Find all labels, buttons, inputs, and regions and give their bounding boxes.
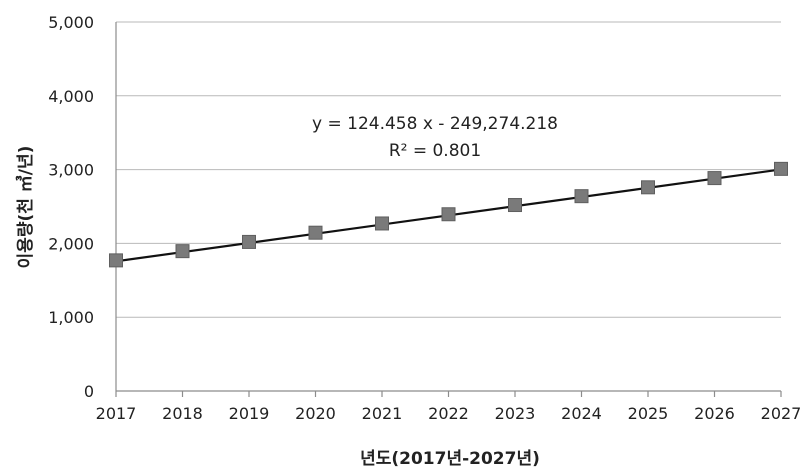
x-tick-labels: 2017 2018 2019 2020 2021 2022 2023 2024 2025 2026…	[96, 404, 802, 423]
x-tick-label: 2024	[561, 404, 602, 423]
data-point	[574, 189, 589, 204]
x-tick-label: 2019	[229, 404, 270, 423]
x-tick-label: 2023	[495, 404, 536, 423]
data-points	[109, 161, 788, 268]
data-point	[175, 244, 190, 259]
data-point	[641, 180, 655, 195]
y-tick-label: 0	[84, 382, 94, 401]
r-squared-label: R² = 0.801	[389, 141, 481, 161]
data-point	[308, 225, 323, 240]
x-tick-label: 2022	[428, 404, 469, 423]
data-point	[441, 207, 456, 222]
data-point	[774, 161, 788, 176]
y-tick-label: 1,000	[48, 308, 94, 327]
y-tick-labels: 0 1,000 2,000 3,000 4,000 5,000	[48, 13, 94, 401]
data-point	[242, 234, 256, 249]
x-tick-label: 2027	[761, 404, 802, 423]
data-point	[109, 253, 123, 268]
x-axis-title: 년도(2017년-2027년)	[360, 449, 540, 469]
x-tick-label: 2020	[295, 404, 336, 423]
y-tick-label: 3,000	[48, 161, 94, 180]
data-point	[375, 216, 389, 231]
x-tick-label: 2017	[96, 404, 137, 423]
y-tick-label: 5,000	[48, 13, 94, 32]
x-tick-label: 2026	[694, 404, 735, 423]
gridlines	[116, 21, 781, 318]
y-axis-title: 이용량(천 ㎥/년)	[15, 146, 36, 269]
y-tick-label: 2,000	[48, 234, 94, 253]
data-point	[508, 198, 522, 213]
x-tick-label: 2018	[162, 404, 203, 423]
x-tick-label: 2021	[362, 404, 403, 423]
axes	[115, 22, 782, 397]
equation-label: y = 124.458 x - 249,274.218	[312, 114, 558, 134]
y-tick-label: 4,000	[48, 87, 94, 106]
x-tick-label: 2025	[628, 404, 669, 423]
data-point	[707, 171, 722, 186]
